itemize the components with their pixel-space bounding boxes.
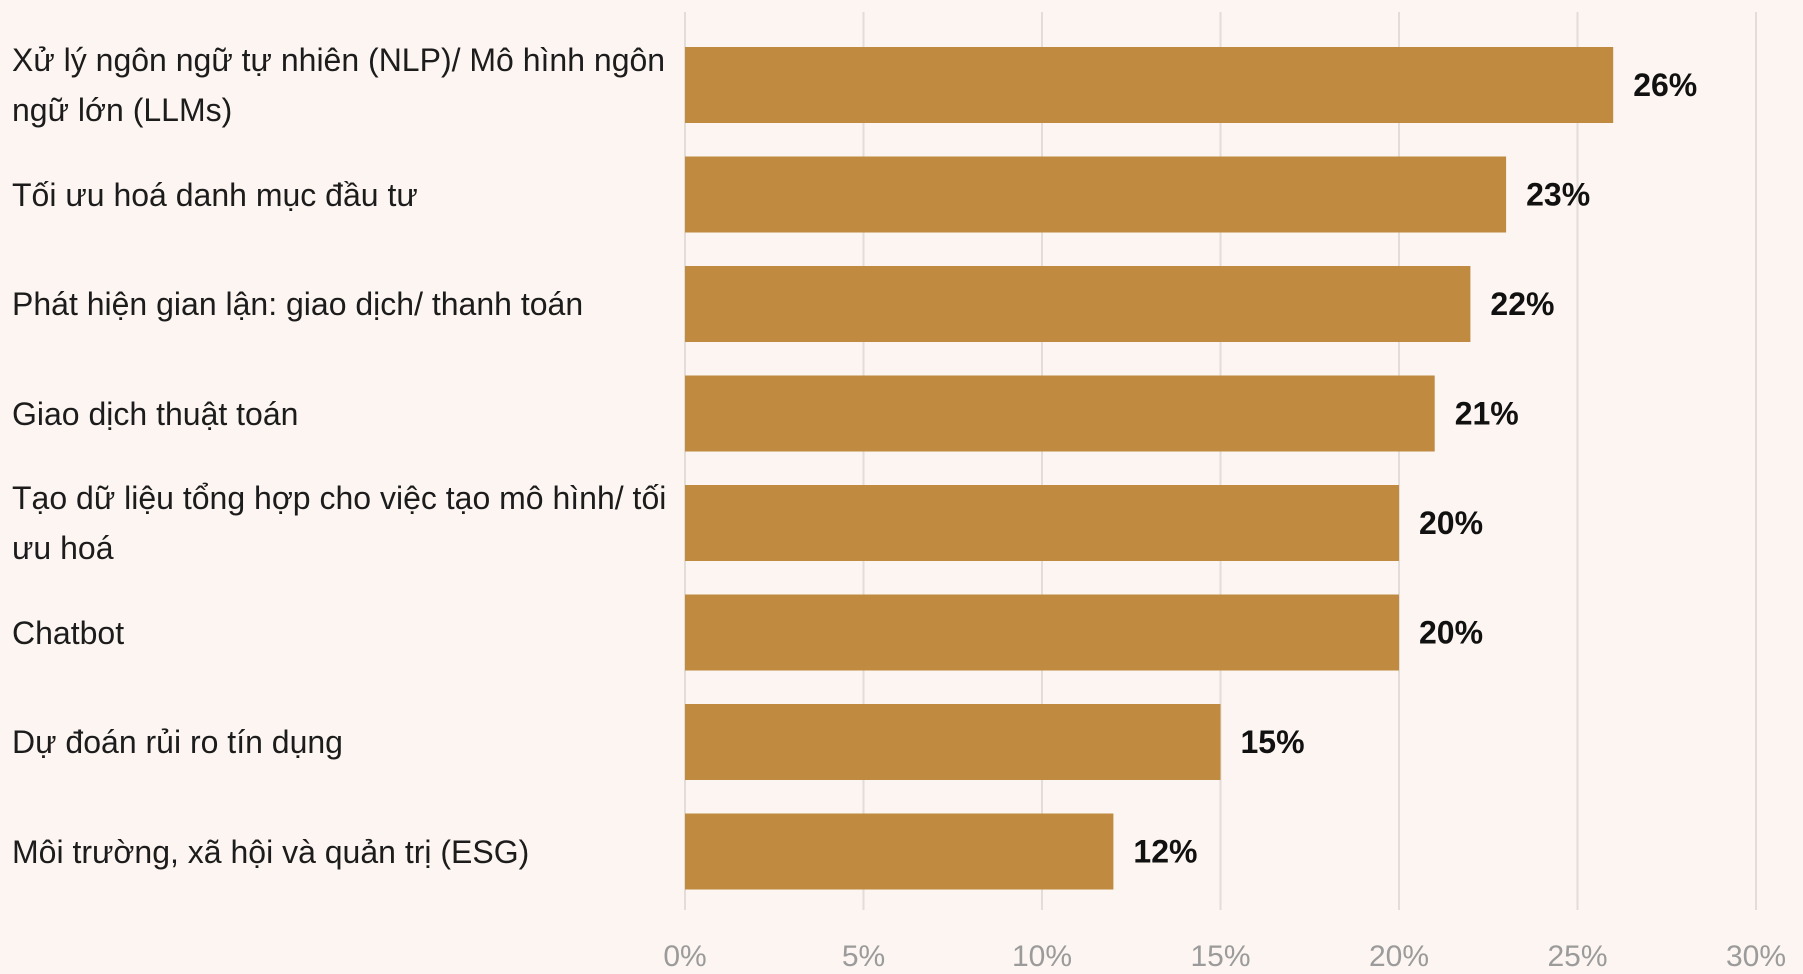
bar xyxy=(685,375,1435,452)
bar xyxy=(685,47,1614,123)
bar-value-label: 23% xyxy=(1526,177,1590,213)
bar xyxy=(685,266,1471,342)
category-label: Phát hiện gian lận: giao dịch/ thanh toá… xyxy=(12,286,584,322)
x-tick-label: 15% xyxy=(1190,940,1250,973)
category-label: Xử lý ngôn ngữ tự nhiên (NLP)/ Mô hình n… xyxy=(12,42,666,128)
bar-value-label: 12% xyxy=(1133,834,1197,870)
category-label: Tối ưu hoá danh mục đầu tư xyxy=(12,176,418,213)
bar-value-label: 21% xyxy=(1455,396,1519,432)
category-label: Giao dịch thuật toán xyxy=(12,395,299,432)
bar xyxy=(685,485,1399,561)
category-label: Môi trường, xã hội và quản trị (ESG) xyxy=(12,833,530,870)
bar xyxy=(685,156,1507,233)
x-tick-label: 30% xyxy=(1726,940,1786,973)
x-tick-label: 20% xyxy=(1369,940,1429,973)
bar-value-label: 15% xyxy=(1241,724,1305,760)
bar-value-label: 20% xyxy=(1419,505,1483,541)
bar-value-label: 20% xyxy=(1419,615,1483,651)
bar xyxy=(685,813,1114,890)
category-label: Dự đoán rủi ro tín dụng xyxy=(12,724,343,760)
bar-value-label: 22% xyxy=(1490,286,1554,322)
x-tick-label: 25% xyxy=(1547,940,1607,973)
bar-value-label: 26% xyxy=(1633,67,1697,103)
bar xyxy=(685,594,1399,671)
x-tick-label: 5% xyxy=(842,940,885,973)
x-tick-label: 0% xyxy=(663,940,706,973)
bar xyxy=(685,704,1221,780)
x-tick-label: 10% xyxy=(1012,940,1072,973)
category-label: Tạo dữ liệu tổng hợp cho việc tạo mô hìn… xyxy=(12,480,667,566)
category-label: Chatbot xyxy=(12,614,125,651)
